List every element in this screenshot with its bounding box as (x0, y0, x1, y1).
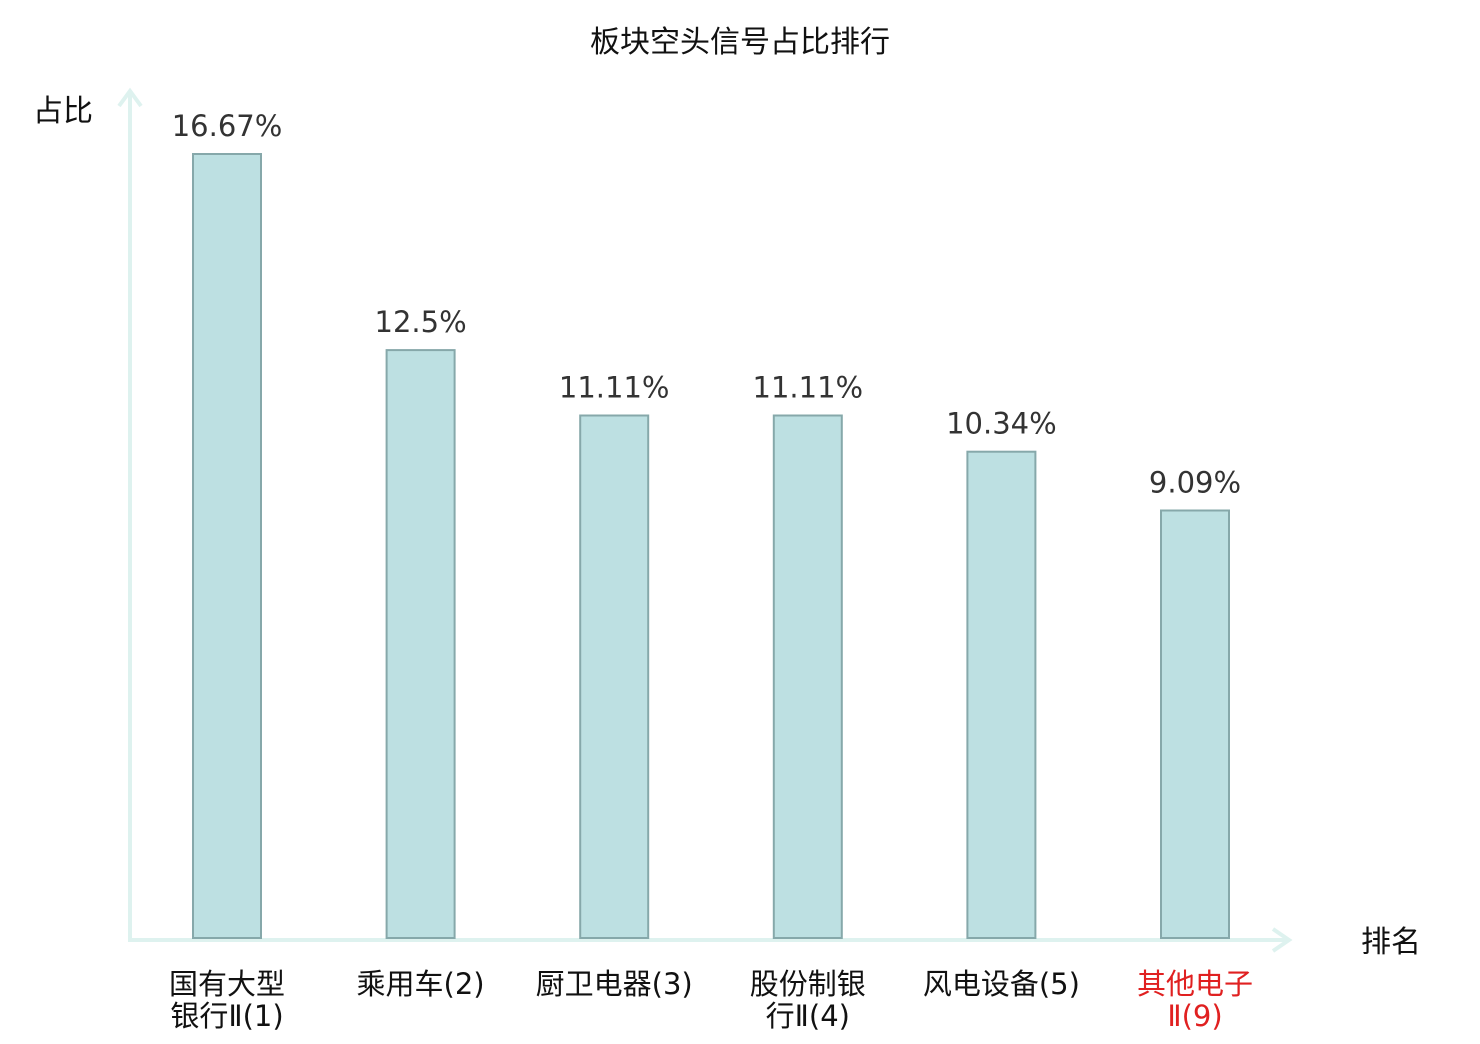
bar (192, 153, 262, 939)
bar (385, 349, 456, 940)
bar (579, 414, 650, 939)
x-axis-label: 排名 (1361, 925, 1421, 960)
bar (772, 414, 843, 939)
bar-value-label: 10.34% (946, 407, 1057, 441)
bar-value-label: 16.67% (172, 109, 283, 143)
x-tick-label: 其他电子 (1137, 967, 1253, 1001)
bar (1160, 509, 1230, 939)
chart-title: 板块空头信号占比排行 (590, 25, 890, 60)
bar-value-label: 12.5% (375, 305, 467, 339)
bar-value-label: 9.09% (1149, 466, 1241, 500)
x-tick-label: 风电设备(5) (923, 967, 1080, 1001)
bar (966, 450, 1037, 939)
value-labels-group: 16.67% 12.5% 11.11% 11.11% 10.34% 9.09% (172, 109, 1241, 500)
bar-value-label: 11.11% (559, 371, 670, 405)
x-tick-label: 股份制银 (750, 967, 866, 1001)
axes (117, 87, 1293, 953)
bar-value-label: 11.11% (753, 371, 864, 405)
x-tick-label: 行Ⅱ(4) (766, 999, 850, 1033)
x-tick-label: 银行Ⅱ(1) (170, 999, 283, 1033)
x-tick-label: 国有大型 (169, 967, 285, 1001)
y-axis-arrow (117, 87, 143, 108)
x-tick-label: Ⅱ(9) (1167, 999, 1222, 1033)
x-tick-label: 厨卫电器(3) (536, 967, 693, 1001)
x-axis-arrow (1271, 927, 1293, 953)
y-axis-label: 占比 (33, 94, 93, 129)
bars-group (192, 153, 1230, 940)
x-tick-label: 乘用车(2) (357, 967, 485, 1001)
